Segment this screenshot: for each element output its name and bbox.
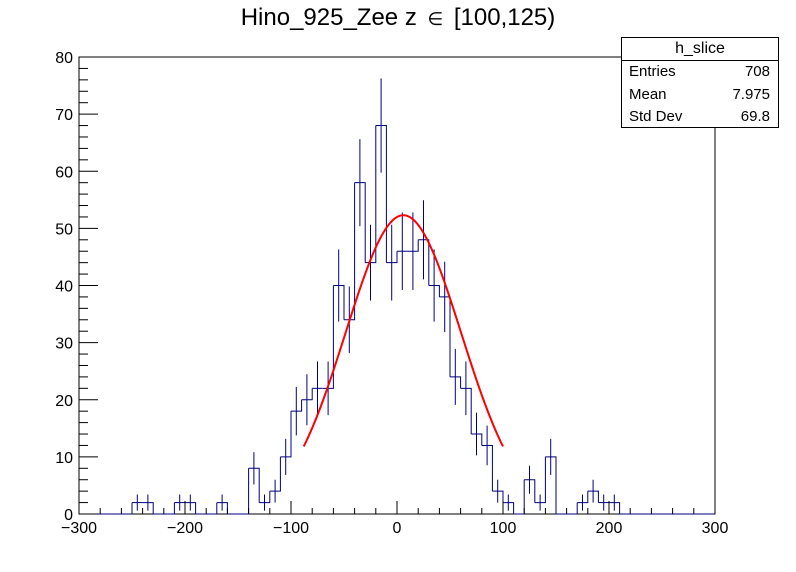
histogram-bin — [280, 411, 292, 458]
histogram-bin — [577, 491, 589, 504]
histogram-bin — [481, 444, 493, 492]
stats-value: 708 — [744, 63, 770, 80]
x-tick-label: 0 — [393, 520, 402, 537]
title-prefix: Hino_925_Zee z — [240, 4, 424, 31]
histogram-bin — [524, 479, 536, 503]
stats-value: 69.8 — [740, 108, 770, 125]
y-tick-label: 40 — [55, 279, 73, 296]
histogram-bin — [333, 285, 345, 320]
histogram-bin — [471, 433, 483, 446]
y-tick-label: 10 — [55, 450, 73, 467]
histogram-bin — [587, 490, 599, 503]
histogram-bin — [163, 502, 175, 515]
y-tick-label: 50 — [55, 221, 73, 238]
y-tick-label: 80 — [55, 50, 73, 67]
histogram-bin — [206, 502, 218, 515]
stats-row-mean: Mean 7.975 — [622, 84, 778, 107]
stats-box: h_slice Entries 708 Mean 7.975 Std Dev 6… — [621, 37, 779, 128]
histogram-bin — [291, 399, 303, 412]
stats-label: Std Dev — [629, 108, 683, 125]
histogram-bin — [344, 182, 356, 321]
histogram-bin — [375, 125, 387, 263]
x-tick-label: 100 — [490, 520, 517, 537]
y-tick-label: 30 — [55, 336, 73, 353]
histogram-bin — [238, 468, 250, 515]
chart-title: Hino_925_Zee z ∈ [100,125) — [0, 4, 796, 32]
histogram-bin — [121, 502, 133, 515]
histogram-bin — [407, 239, 419, 252]
x-tick-label: 200 — [596, 520, 623, 537]
y-tick-label: 0 — [64, 507, 73, 524]
histogram-bin — [566, 502, 578, 515]
histogram-bin — [259, 491, 271, 504]
stats-label: Mean — [629, 85, 667, 103]
x-tick-label: −100 — [273, 520, 309, 537]
title-range: [100,125) — [447, 4, 556, 31]
y-tick-label: 60 — [55, 164, 73, 181]
histogram-bin — [248, 467, 260, 503]
stats-box-title: h_slice — [622, 38, 778, 61]
histogram-bin — [534, 456, 546, 504]
stats-row-entries: Entries 708 — [622, 61, 778, 84]
histogram-bin — [269, 456, 281, 492]
histogram-bin — [513, 479, 525, 515]
axes: −300 −200 −100 0 100 200 300 0 10 20 30 40 50 60 70 80 — [55, 50, 728, 537]
element-of-symbol: ∈ — [427, 9, 444, 29]
histogram-bin — [185, 502, 197, 514]
histogram-bars — [79, 125, 715, 515]
stats-label: Entries — [629, 63, 676, 80]
histogram-bin — [609, 502, 621, 514]
histogram-bin — [450, 376, 462, 389]
y-tick-label: 20 — [55, 393, 73, 410]
y-tick-label: 70 — [55, 107, 73, 124]
histogram-bin — [545, 456, 557, 514]
histogram-bin — [386, 251, 398, 264]
gaussian-fit-curve — [302, 214, 504, 447]
x-tick-label: −300 — [61, 520, 97, 537]
histogram-bin — [354, 182, 366, 263]
histogram-bin — [492, 490, 504, 503]
stats-value: 7.975 — [732, 85, 770, 103]
histogram-bin — [301, 388, 313, 401]
histogram-bin — [418, 239, 430, 286]
stats-row-stddev: Std Dev 69.8 — [622, 106, 778, 129]
histogram-bin — [142, 502, 154, 514]
plot-frame — [78, 56, 716, 515]
x-tick-label: 300 — [702, 520, 729, 537]
histogram-bin — [503, 502, 515, 514]
x-tick-label: −200 — [167, 520, 203, 537]
histogram-bin — [460, 387, 472, 435]
histogram-bin — [428, 285, 440, 297]
